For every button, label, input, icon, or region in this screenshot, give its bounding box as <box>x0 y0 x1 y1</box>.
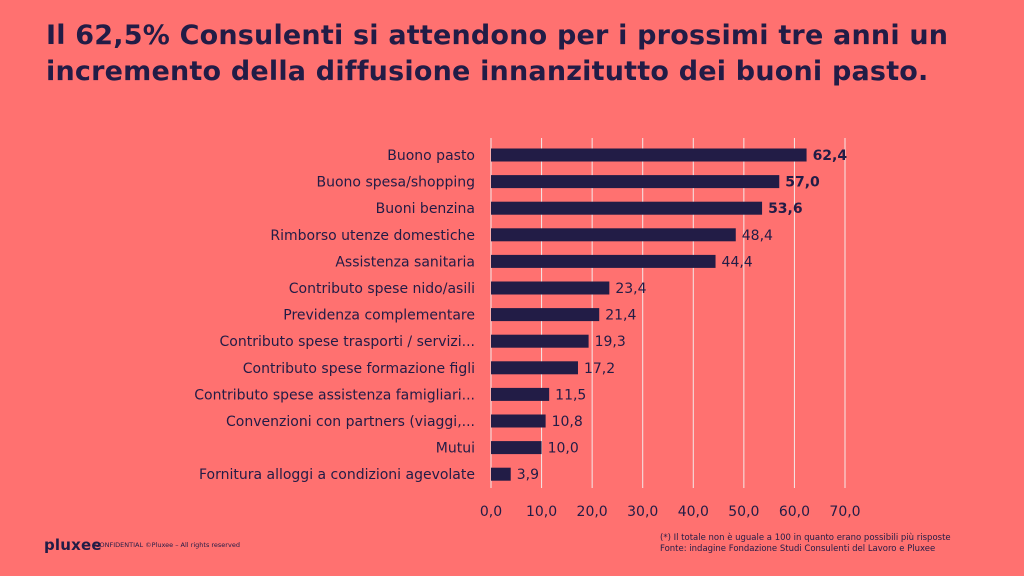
value-label: 10,0 <box>548 441 579 457</box>
value-label: 17,2 <box>584 361 615 377</box>
value-label: 53,6 <box>768 201 803 217</box>
value-label: 44,4 <box>722 254 753 270</box>
category-label: Contributo spese nido/asili <box>289 281 475 297</box>
x-tick-label: 10,0 <box>526 504 557 520</box>
value-label: 19,3 <box>595 334 626 350</box>
x-tick-label: 60,0 <box>779 504 810 520</box>
footnote: (*) Il totale non è uguale a 100 in quan… <box>660 533 1010 555</box>
value-label: 21,4 <box>605 308 636 324</box>
category-label: Contributo spese assistenza famigliari..… <box>194 387 475 403</box>
bar <box>491 441 542 455</box>
page-title: Il 62,5% Consulenti si attendono per i p… <box>46 20 949 87</box>
bar <box>491 361 578 375</box>
bar <box>491 175 780 189</box>
x-tick-label: 50,0 <box>728 504 759 520</box>
category-label: Convenzioni con partners (viaggi,... <box>226 414 475 430</box>
pluxee-logo: pluxee <box>44 536 102 554</box>
footnote-line-1: (*) Il totale non è uguale a 100 in quan… <box>660 533 951 543</box>
x-tick-label: 40,0 <box>678 504 709 520</box>
category-label: Mutui <box>436 441 475 457</box>
bar <box>491 334 589 348</box>
bar <box>491 148 807 162</box>
x-tick-label: 70,0 <box>829 504 860 520</box>
value-label: 10,8 <box>552 414 583 430</box>
value-label: 23,4 <box>615 281 646 297</box>
bar <box>491 467 511 481</box>
labels: 0,0 10,0 20,0 30,0 40,0 50,0 60,0 70,0 Buono pas… <box>194 148 860 520</box>
bar <box>491 201 763 215</box>
bar <box>491 414 546 428</box>
bar <box>491 228 736 242</box>
category-label: Rimborso utenze domestiche <box>270 228 475 244</box>
category-label: Contributo spese formazione figli <box>243 361 475 377</box>
bars <box>491 148 807 481</box>
value-label: 48,4 <box>742 228 773 244</box>
value-label: 3,9 <box>517 467 539 483</box>
bar <box>491 254 716 268</box>
value-label: 62,4 <box>813 148 848 164</box>
bar <box>491 308 600 322</box>
category-label: Buono pasto <box>387 148 475 164</box>
category-label: Buoni benzina <box>376 201 475 217</box>
value-label: 11,5 <box>555 387 586 403</box>
x-tick-label: 0,0 <box>480 504 502 520</box>
category-label: Buono spesa/shopping <box>317 175 475 191</box>
footnote-source: Fonte: indagine Fondazione Studi Consule… <box>660 544 936 554</box>
category-label: Previdenza complementare <box>283 308 475 324</box>
confidential-notice: CONFIDENTIAL ©Pluxee – All rights reserv… <box>95 541 240 549</box>
bar <box>491 387 550 401</box>
category-label: Assistenza sanitaria <box>335 254 475 270</box>
category-label: Contributo spese trasporti / servizi... <box>219 334 475 350</box>
bar <box>491 281 610 295</box>
x-tick-label: 20,0 <box>577 504 608 520</box>
x-tick-label: 30,0 <box>627 504 658 520</box>
value-label: 57,0 <box>785 175 820 191</box>
category-label: Fornitura alloggi a condizioni agevolate <box>199 467 475 483</box>
